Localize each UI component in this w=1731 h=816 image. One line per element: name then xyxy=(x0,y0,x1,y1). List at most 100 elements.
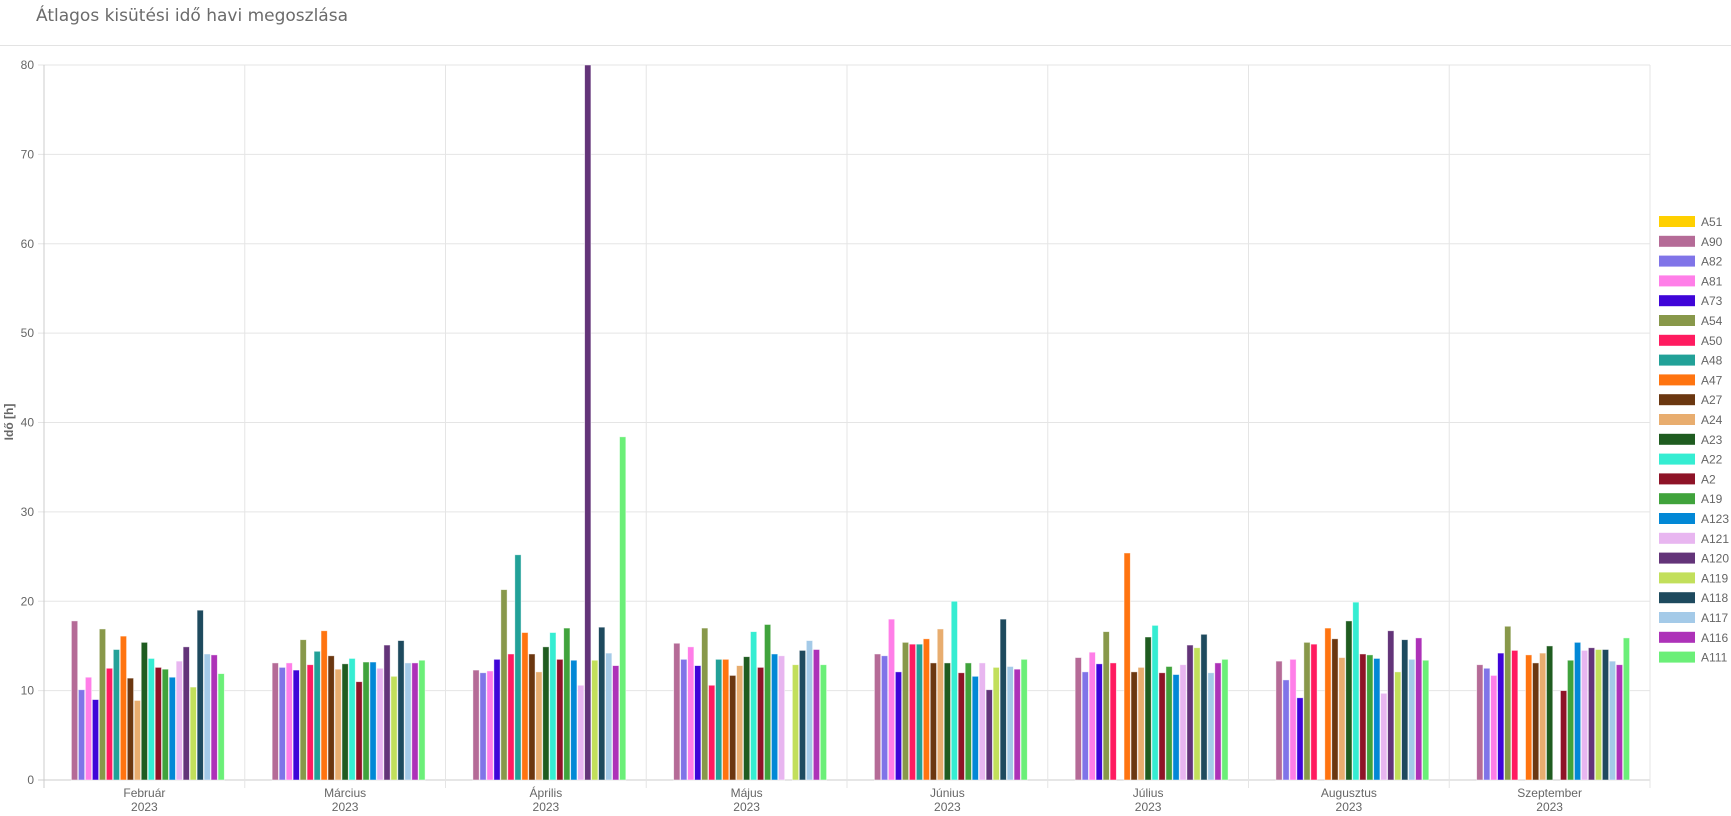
bar-A118-Szeptember[interactable] xyxy=(1601,649,1610,781)
bar-A81-Április[interactable] xyxy=(486,670,494,781)
bar-A24-Június[interactable] xyxy=(936,628,944,781)
bar-A54-Július[interactable] xyxy=(1102,631,1110,781)
bar-A111-Július[interactable] xyxy=(1221,658,1229,781)
legend-item-A82[interactable]: A82 xyxy=(1701,255,1723,269)
bar-A116-Április[interactable] xyxy=(612,665,620,781)
bar-A23-Március[interactable] xyxy=(341,663,349,781)
legend-item-A23[interactable]: A23 xyxy=(1701,433,1723,447)
bar-A117-Szeptember[interactable] xyxy=(1608,660,1617,781)
legend-item-A50[interactable]: A50 xyxy=(1701,334,1723,348)
bar-A82-Június[interactable] xyxy=(880,655,889,781)
bar-A81-Május[interactable] xyxy=(687,646,695,781)
legend-item-A22[interactable]: A22 xyxy=(1701,453,1723,467)
legend-item-A47[interactable]: A47 xyxy=(1701,373,1723,387)
bar-A73-Május[interactable] xyxy=(694,665,702,781)
bar-A120-Augusztus[interactable] xyxy=(1387,630,1395,781)
bar-A2-Augusztus[interactable] xyxy=(1359,653,1367,781)
bar-A121-Március[interactable] xyxy=(376,667,384,781)
bar-A2-Február[interactable] xyxy=(154,666,162,781)
bar-A121-Június[interactable] xyxy=(978,662,986,781)
bar-A121-Július[interactable] xyxy=(1179,664,1187,781)
bar-A22-Február[interactable] xyxy=(147,658,155,781)
bar-A50-Április[interactable] xyxy=(507,653,515,781)
bar-A2-Június[interactable] xyxy=(957,672,965,781)
bar-A116-Március[interactable] xyxy=(411,662,419,781)
bar-A117-Augusztus[interactable] xyxy=(1408,658,1416,781)
bar-A48-Április[interactable] xyxy=(514,554,522,781)
bar-A24-Március[interactable] xyxy=(334,668,342,781)
bar-A54-Március[interactable] xyxy=(299,639,307,781)
bar-A119-Augusztus[interactable] xyxy=(1394,671,1402,781)
bar-A27-Augusztus[interactable] xyxy=(1331,638,1339,781)
bar-A82-Szeptember[interactable] xyxy=(1483,667,1491,781)
bar-A73-Augusztus[interactable] xyxy=(1296,697,1304,781)
bar-A116-Augusztus[interactable] xyxy=(1415,637,1423,781)
bar-A19-Szeptember[interactable] xyxy=(1567,659,1575,781)
bar-A117-Június[interactable] xyxy=(1006,666,1014,781)
bar-A23-Április[interactable] xyxy=(542,646,550,781)
bar-A119-Február[interactable] xyxy=(189,686,197,781)
bar-A24-Május[interactable] xyxy=(736,665,744,781)
bar-A24-Április[interactable] xyxy=(535,671,543,781)
bar-A2-Szeptember[interactable] xyxy=(1560,690,1568,781)
bar-A123-Május[interactable] xyxy=(771,653,779,781)
bar-A90-Július[interactable] xyxy=(1074,657,1082,781)
bar-A23-Június[interactable] xyxy=(943,662,951,781)
bar-A123-Szeptember[interactable] xyxy=(1574,641,1582,781)
legend-item-A54[interactable]: A54 xyxy=(1701,314,1723,328)
legend-item-A116[interactable]: A116 xyxy=(1701,631,1728,645)
bar-A27-Április[interactable] xyxy=(528,653,536,781)
bar-A50-Június[interactable] xyxy=(908,643,917,781)
bar-A19-Március[interactable] xyxy=(362,661,370,781)
bar-A118-Április[interactable] xyxy=(598,626,606,781)
bar-A117-Április[interactable] xyxy=(605,652,613,781)
bar-A2-Április[interactable] xyxy=(556,658,564,781)
bar-A117-Február[interactable] xyxy=(203,653,211,781)
bar-A50-Szeptember[interactable] xyxy=(1511,650,1519,781)
bar-A22-Március[interactable] xyxy=(348,658,356,781)
bar-A121-Február[interactable] xyxy=(175,660,183,781)
legend-item-A2[interactable]: A2 xyxy=(1701,472,1716,486)
bar-A120-Június[interactable] xyxy=(985,689,993,781)
bar-A27-Június[interactable] xyxy=(929,662,937,781)
bar-A119-Június[interactable] xyxy=(992,666,1000,781)
legend-item-A117[interactable]: A117 xyxy=(1701,611,1728,625)
bar-A73-Szeptember[interactable] xyxy=(1497,652,1505,781)
bar-A47-Július[interactable] xyxy=(1123,552,1131,781)
bar-A82-Május[interactable] xyxy=(680,658,688,781)
bar-A73-Március[interactable] xyxy=(292,669,300,781)
bar-A82-Július[interactable] xyxy=(1081,671,1089,781)
bar-A19-Augusztus[interactable] xyxy=(1366,654,1374,781)
bar-A73-Június[interactable] xyxy=(894,671,903,781)
bar-A2-Március[interactable] xyxy=(355,681,363,781)
bar-A73-Április[interactable] xyxy=(493,658,501,781)
legend-item-A81[interactable]: A81 xyxy=(1701,274,1723,288)
bar-A47-Augusztus[interactable] xyxy=(1324,627,1332,781)
bar-A117-Május[interactable] xyxy=(805,640,814,781)
bar-A118-Július[interactable] xyxy=(1200,633,1208,781)
bar-A47-Május[interactable] xyxy=(722,658,730,781)
bar-A27-Február[interactable] xyxy=(126,677,134,781)
bar-A120-Március[interactable] xyxy=(383,644,391,781)
bar-A118-Február[interactable] xyxy=(196,609,204,781)
bar-A23-Július[interactable] xyxy=(1144,636,1152,781)
bar-A24-Szeptember[interactable] xyxy=(1539,652,1547,781)
bar-A81-Június[interactable] xyxy=(887,618,896,781)
bar-A48-Március[interactable] xyxy=(313,650,321,781)
bar-A22-Július[interactable] xyxy=(1151,624,1159,781)
bar-A116-Szeptember[interactable] xyxy=(1615,664,1623,781)
legend-item-A111[interactable]: A111 xyxy=(1701,651,1728,665)
bar-A111-Augusztus[interactable] xyxy=(1422,659,1430,781)
bar-A119-Július[interactable] xyxy=(1193,647,1201,781)
bar-A111-Szeptember[interactable] xyxy=(1622,637,1630,781)
bar-A90-Április[interactable] xyxy=(472,669,480,781)
bar-A111-Április[interactable] xyxy=(619,436,627,781)
bar-A48-Június[interactable] xyxy=(915,643,923,781)
bar-A123-Április[interactable] xyxy=(570,659,578,781)
bar-A117-Július[interactable] xyxy=(1207,672,1215,781)
legend-item-A119[interactable]: A119 xyxy=(1701,571,1728,585)
legend-item-A51[interactable]: A51 xyxy=(1701,215,1723,229)
bar-A123-Augusztus[interactable] xyxy=(1373,658,1381,781)
bar-A90-Szeptember[interactable] xyxy=(1476,664,1484,781)
bar-A123-Február[interactable] xyxy=(168,676,176,781)
